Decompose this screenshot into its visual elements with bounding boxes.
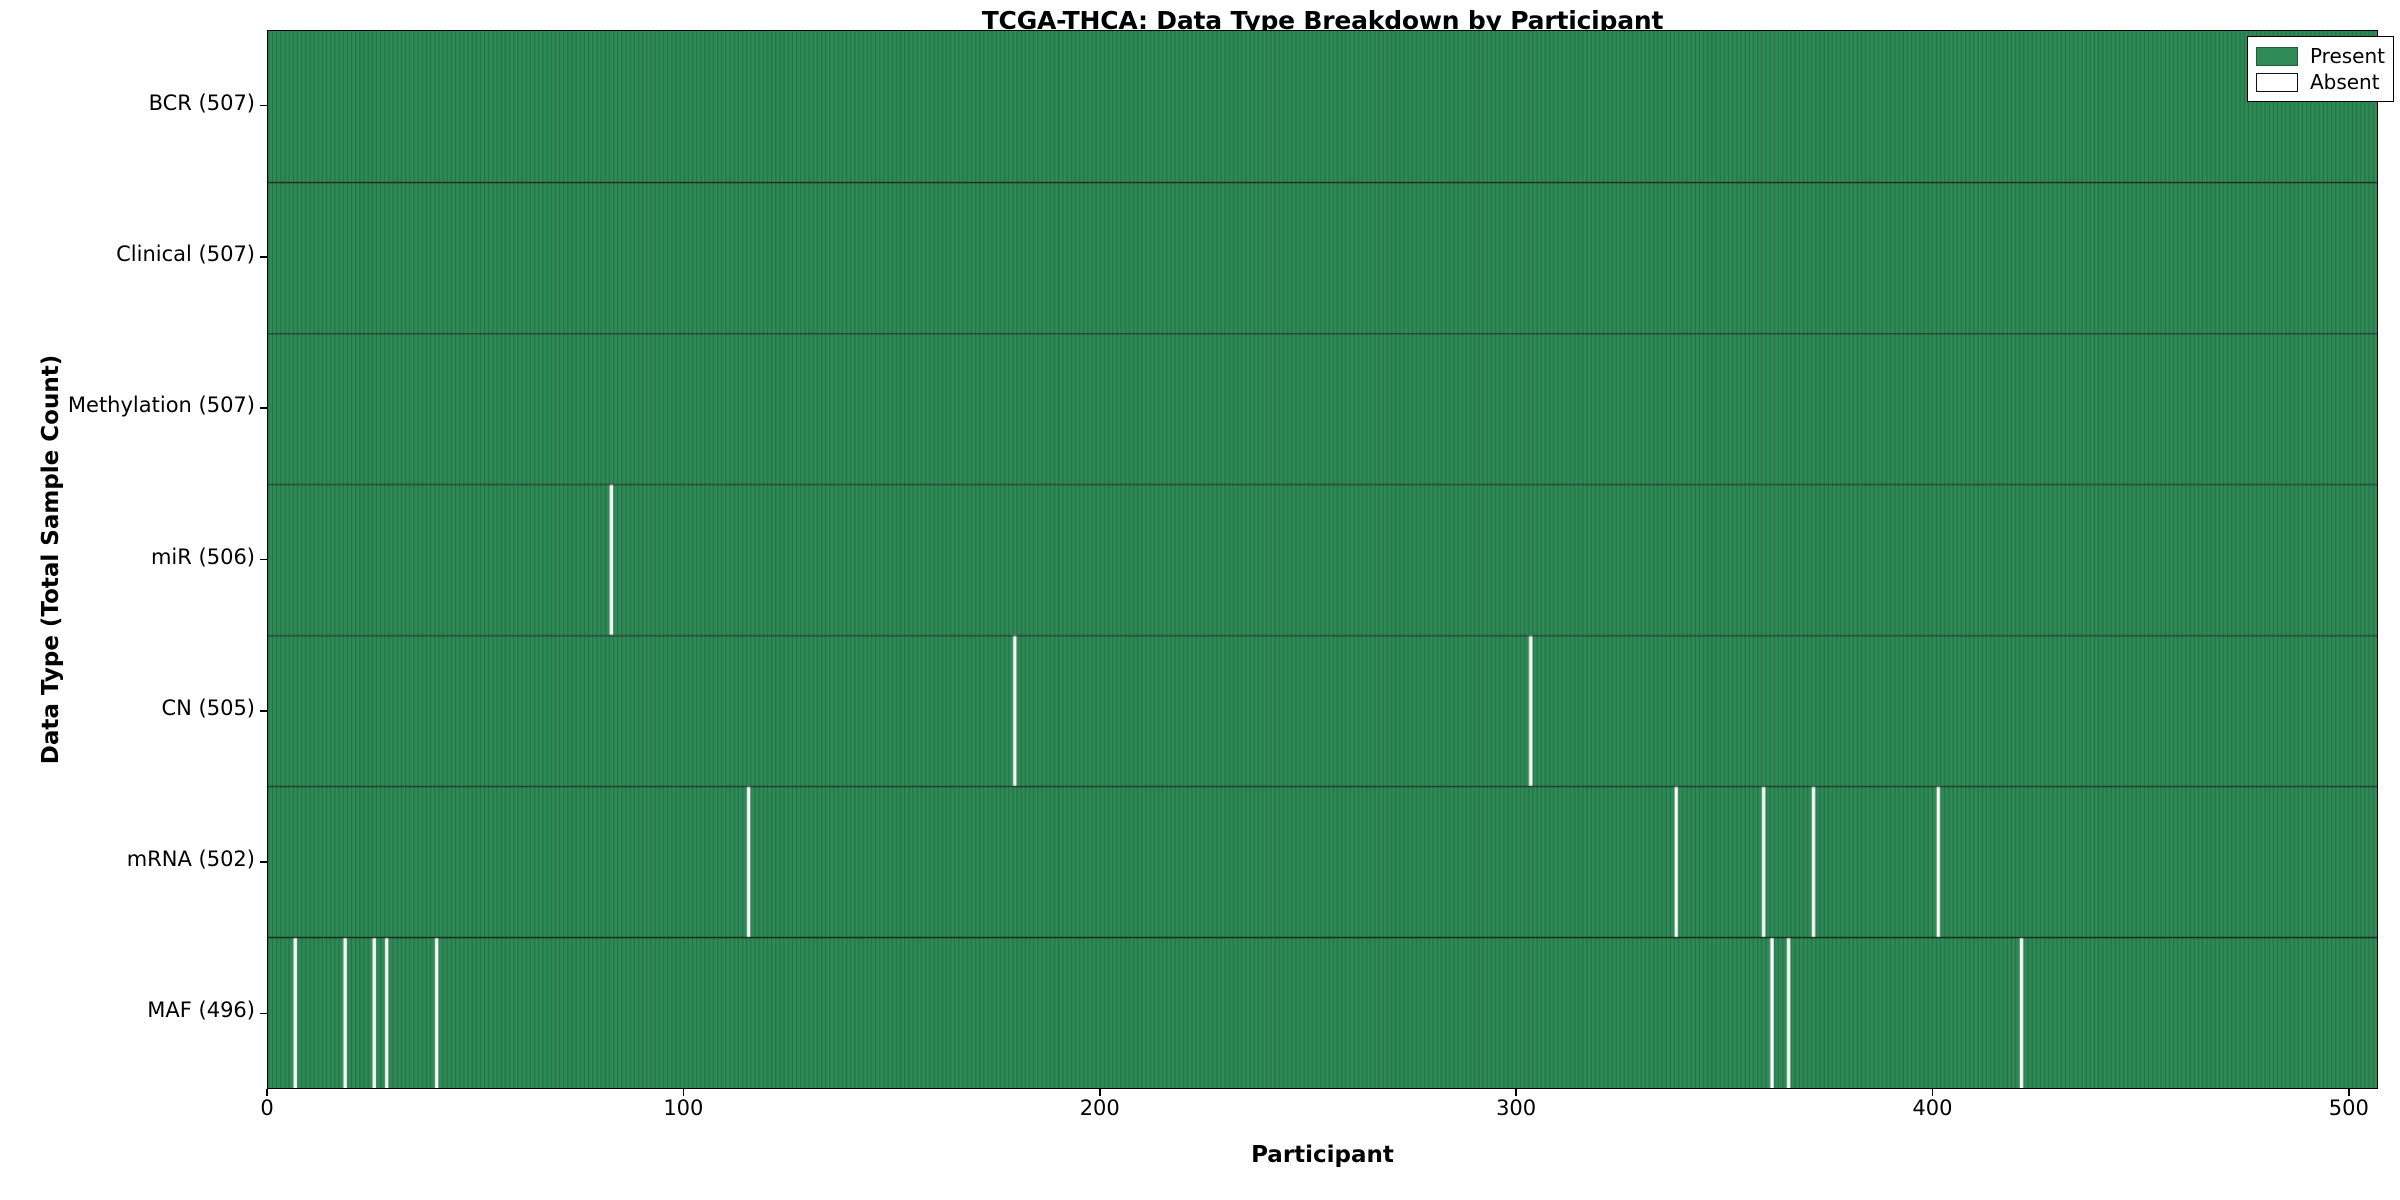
y-tick-label-mrna: mRNA (502) <box>126 847 255 872</box>
y-tick-mark <box>260 709 267 712</box>
y-tick-label-mir: miR (506) <box>150 544 255 569</box>
x-tick-mark <box>1515 1089 1517 1096</box>
y-tick-mark <box>260 104 267 107</box>
y-tick-label-cn: CN (505) <box>161 695 255 720</box>
x-tick-mark <box>682 1089 685 1096</box>
x-tick-label-100: 100 <box>663 1096 704 1120</box>
y-tick-label-clinical: Clinical (507) <box>116 241 255 266</box>
y-axis-title: Data Type (Total Sample Count) <box>38 354 64 765</box>
chart-legend: Present Absent <box>2246 36 2394 102</box>
y-tick-label-methylation: Methylation (507) <box>67 393 255 418</box>
y-tick-mark <box>260 1012 267 1015</box>
heatmap-grid <box>268 31 2377 1088</box>
x-tick-mark <box>266 1089 268 1096</box>
y-tick-mark <box>260 861 267 863</box>
legend-label-present: Present <box>2309 44 2385 68</box>
x-axis-title: Participant <box>1251 1142 1394 1168</box>
y-tick-mark <box>260 256 267 258</box>
legend-item-present: Present <box>2255 43 2385 69</box>
x-tick-label-0: 0 <box>260 1096 274 1120</box>
x-tick-mark <box>1931 1089 1934 1096</box>
legend-label-absent: Absent <box>2309 70 2380 94</box>
y-tick-mark <box>260 407 267 409</box>
y-tick-mark <box>260 558 267 561</box>
x-tick-label-400: 400 <box>1912 1096 1953 1120</box>
legend-item-absent: Absent <box>2255 69 2385 95</box>
x-tick-label-200: 200 <box>1079 1096 1120 1120</box>
x-tick-label-300: 300 <box>1496 1096 1537 1120</box>
heatmap-plot-area <box>267 30 2378 1089</box>
legend-swatch-absent <box>2255 72 2298 92</box>
y-tick-label-maf: MAF (496) <box>147 998 255 1023</box>
x-tick-mark <box>1098 1089 1101 1096</box>
x-tick-mark <box>2348 1089 2350 1096</box>
x-tick-label-500: 500 <box>2328 1096 2369 1120</box>
legend-swatch-present <box>2255 46 2298 66</box>
y-tick-label-bcr: BCR (507) <box>148 90 255 115</box>
